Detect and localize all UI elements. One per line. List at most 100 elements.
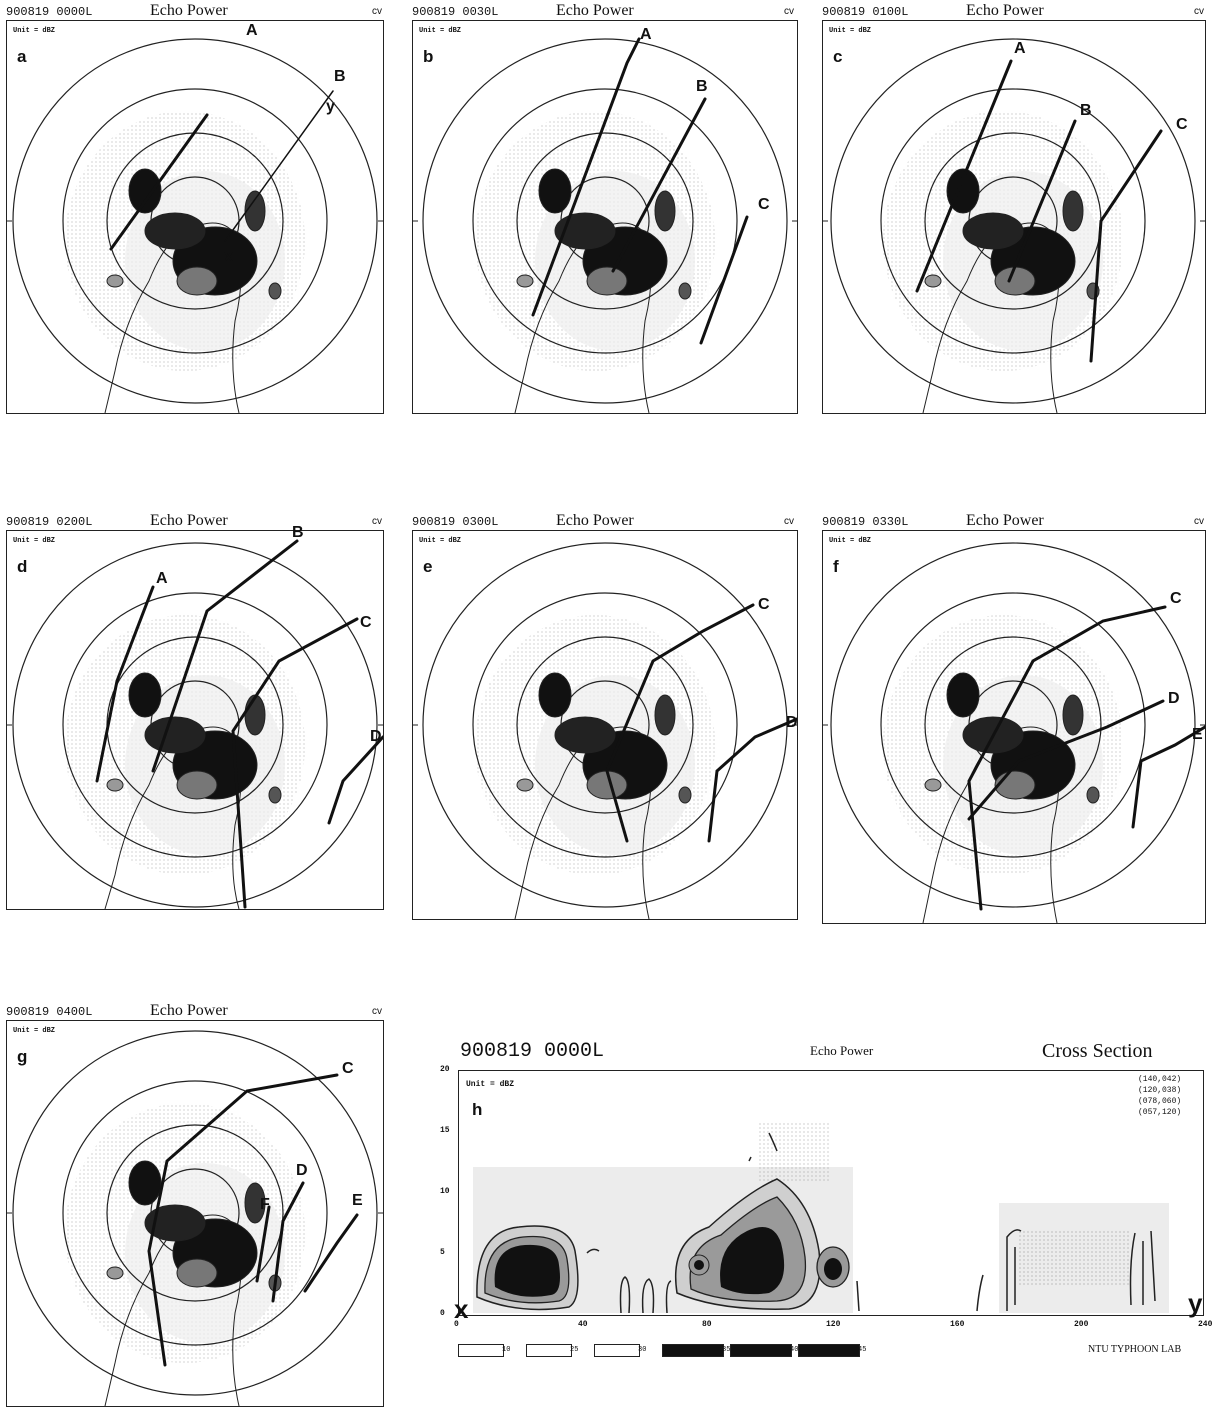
echo-light — [106, 1266, 124, 1280]
xs-unit: Unit = dBZ — [466, 1080, 515, 1089]
radar-frame: Unit = dBZ d — [6, 530, 384, 910]
panel-cv: cv — [784, 516, 794, 527]
echo-mid — [1086, 786, 1100, 804]
panel-title: Echo Power — [966, 512, 1044, 529]
track-line — [605, 603, 755, 843]
echo-light — [106, 778, 124, 792]
track-line — [699, 215, 749, 345]
track-line — [224, 90, 334, 242]
xs-echo-dots-1 — [759, 1121, 829, 1181]
panel-cv: cv — [1194, 516, 1204, 527]
echo-core — [128, 168, 162, 214]
echo-core — [538, 672, 572, 718]
xs-contour-7 — [586, 1248, 600, 1254]
echo-core — [654, 190, 676, 232]
feature-label: x — [224, 248, 233, 265]
feature-label: A — [1014, 40, 1026, 57]
xs-credit: NTU TYPHOON LAB — [1088, 1344, 1182, 1355]
xs-contour-1 — [619, 1276, 631, 1314]
panel-cv: cv — [372, 6, 382, 17]
xs-y-tick: 5 — [440, 1248, 445, 1257]
xs-x-tick: 0 — [454, 1320, 459, 1329]
xs-coord: (140,042) — [1138, 1075, 1182, 1084]
legend-swatch — [458, 1344, 504, 1357]
echo-cells — [106, 1160, 282, 1292]
coastline — [104, 726, 242, 909]
range-ring — [12, 542, 378, 908]
echo-light — [516, 778, 534, 792]
xs-contour-8 — [976, 1274, 984, 1312]
echo-mid — [268, 786, 282, 804]
echo-core — [554, 716, 616, 754]
xs-panel-label: h — [472, 1100, 483, 1119]
feature-label: D — [1168, 690, 1180, 707]
echo-core — [128, 672, 162, 718]
echo-core — [244, 1182, 266, 1224]
radar-panel-d: 900819 0200L Echo Power cv Unit = dBZ d A B C D — [6, 510, 384, 910]
unit-label: Unit = dBZ — [419, 27, 462, 35]
echo-core — [946, 672, 980, 718]
xs-cell-mid-small-core — [694, 1260, 704, 1270]
echo-core — [538, 168, 572, 214]
feature-label: y — [326, 98, 335, 115]
legend-swatch — [798, 1344, 860, 1357]
xs-x-tick: 120 — [826, 1320, 841, 1329]
xs-x-tick: 160 — [950, 1320, 965, 1329]
range-ring — [516, 636, 694, 814]
radar-plot — [413, 37, 797, 413]
track-line — [231, 617, 359, 909]
echo-mid — [678, 282, 692, 300]
track-line — [109, 113, 209, 251]
xs-cell-mid-core — [720, 1227, 785, 1295]
range-ring — [924, 636, 1102, 814]
panel-date: 900819 0400L — [6, 1005, 93, 1019]
track-line — [1089, 129, 1163, 363]
feature-label: B — [1080, 102, 1092, 119]
xs-cell-left-core — [494, 1244, 560, 1297]
echo-core — [144, 716, 206, 754]
xs-echo-dots-2 — [1019, 1231, 1129, 1287]
echo-light — [516, 274, 534, 288]
panel-letter: d — [17, 557, 28, 576]
xs-y-tick: 0 — [440, 1309, 445, 1318]
xs-contour-9 — [1006, 1229, 1022, 1311]
xs-contour-2 — [641, 1278, 655, 1314]
feature-label: B — [696, 78, 708, 95]
track-line — [707, 717, 797, 843]
echo-core — [946, 168, 980, 214]
unit-label: Unit = dBZ — [829, 27, 872, 35]
radar-frame: Unit = dBZ g — [6, 1020, 384, 1407]
echo-core — [244, 190, 266, 232]
legend-label: 30 — [638, 1346, 647, 1354]
coastline — [922, 726, 1060, 923]
radar-panel-e: 900819 0300L Echo Power cv Unit = dBZ e C D — [412, 510, 798, 920]
echo-mid — [678, 786, 692, 804]
radar-frame: Unit = dBZ a — [6, 20, 384, 414]
range-ring — [830, 542, 1196, 908]
echo-core — [144, 212, 206, 250]
xs-coord: (120,038) — [1138, 1086, 1182, 1095]
radar-plot — [823, 38, 1205, 413]
xs-y-tick: 15 — [440, 1126, 450, 1135]
feature-label: C — [342, 1060, 354, 1077]
panel-date: 900819 0300L — [412, 515, 499, 529]
radar-frame: Unit = dBZ b — [412, 20, 798, 414]
track-line — [915, 59, 1013, 293]
radar-panel-g: 900819 0400L Echo Power cv Unit = dBZ g C D E F — [6, 1000, 384, 1407]
xs-x-tick: 80 — [702, 1320, 712, 1329]
xs-contour-6 — [748, 1156, 752, 1162]
xs-subtitle: Cross Section — [1042, 1040, 1153, 1062]
panel-date: 900819 0200L — [6, 515, 93, 529]
legend-swatch — [730, 1344, 792, 1357]
feature-label: D — [296, 1162, 308, 1179]
feature-label: B — [334, 68, 346, 85]
echo-cells — [106, 168, 282, 300]
xs-y-tick: 20 — [440, 1065, 450, 1074]
unit-label: Unit = dBZ — [419, 537, 462, 545]
echo-mid — [586, 266, 628, 296]
panel-letter: e — [423, 557, 433, 576]
range-ring — [880, 592, 1146, 858]
track-line — [531, 37, 641, 317]
range-ring — [472, 88, 738, 354]
echo-light — [924, 778, 942, 792]
